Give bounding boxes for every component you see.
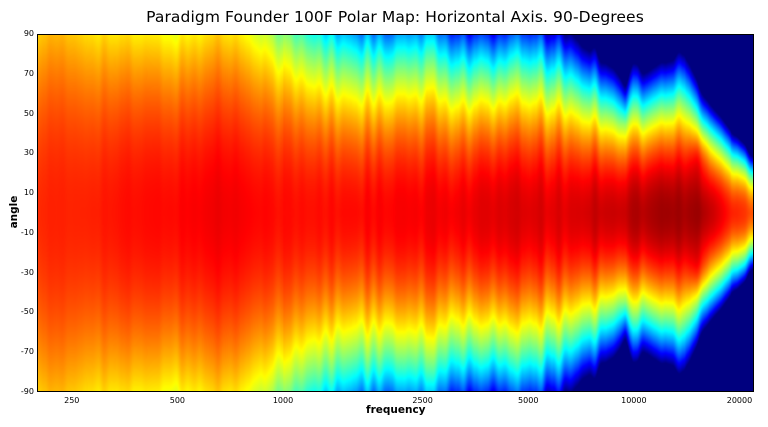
- y-tick-label: -90: [20, 387, 34, 396]
- x-tick-label: 5000: [518, 396, 539, 405]
- x-tick-label: 20000: [726, 396, 753, 405]
- y-axis-label: angle: [8, 195, 20, 229]
- y-tick-label: -30: [20, 267, 34, 277]
- x-tick-label: 10000: [621, 396, 647, 405]
- y-tick-label: -10: [20, 227, 34, 237]
- x-tick-label: 500: [169, 396, 186, 405]
- y-tick-label: 70: [23, 68, 34, 78]
- x-tick-label: 1000: [272, 396, 294, 405]
- polar-map-heatmap: [38, 35, 753, 391]
- y-tick-label: 90: [23, 29, 34, 38]
- chart-title: Paradigm Founder 100F Polar Map: Horizon…: [146, 8, 644, 26]
- y-tick-label: 10: [23, 188, 34, 198]
- x-tick-label: 250: [64, 396, 80, 405]
- y-tick-label: 50: [23, 108, 34, 118]
- y-tick-label: 30: [23, 148, 34, 158]
- x-axis-label: frequency: [366, 404, 426, 416]
- heatmap-plot-area: [37, 34, 754, 392]
- x-tick-label: 2500: [412, 396, 433, 405]
- y-tick-label: -70: [20, 347, 34, 357]
- y-tick-label: -50: [20, 307, 34, 317]
